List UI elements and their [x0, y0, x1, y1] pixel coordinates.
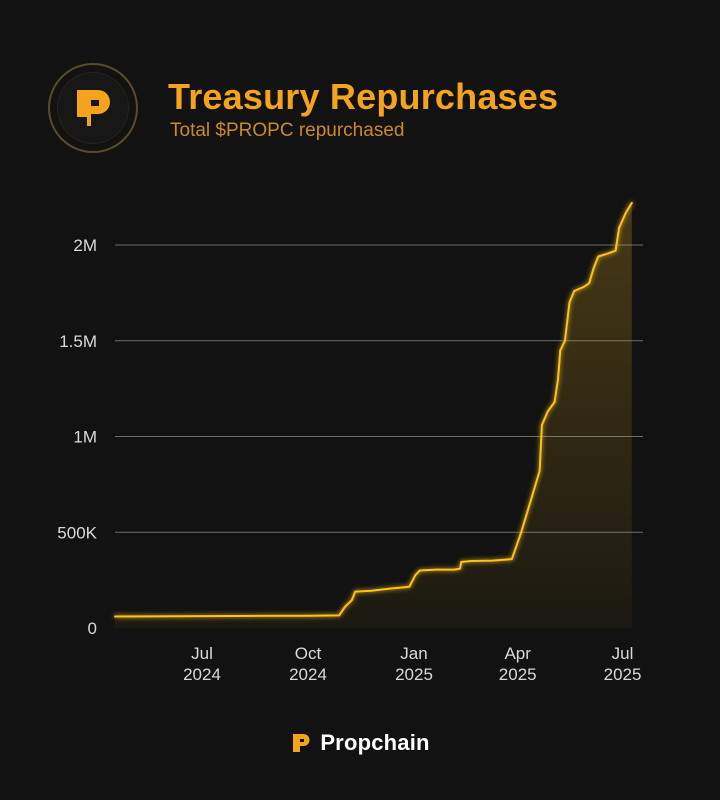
x-tick-year: 2024: [289, 665, 327, 684]
propchain-logo-icon: [77, 90, 110, 126]
logo-badge-inner: [57, 72, 129, 144]
logo-badge: [48, 63, 138, 153]
y-axis: 0 500K 1M 1.5M 2M: [57, 236, 97, 638]
x-tick-month: Jan: [400, 644, 427, 663]
x-tick-year: 2025: [499, 665, 537, 684]
footer: Propchain: [0, 730, 720, 756]
x-tick-month: Apr: [504, 644, 531, 663]
area-chart: 0 500K 1M 1.5M 2M Jul 2024 Oct 2024 Jan 2025 Apr 20…: [57, 201, 643, 684]
y-tick-label: 2M: [73, 236, 97, 255]
brand-name: Propchain: [320, 730, 430, 755]
chart-title: Treasury Repurchases: [168, 76, 559, 117]
series-area: [115, 202, 632, 628]
x-tick-year: 2025: [604, 665, 642, 684]
y-tick-label: 1M: [73, 428, 97, 447]
chart-subtitle: Total $PROPC repurchased: [170, 120, 405, 141]
series-line: [114, 201, 633, 618]
propchain-footer-logo-icon: [293, 734, 310, 752]
x-tick-month: Jul: [191, 644, 213, 663]
line-layer: [114, 201, 633, 618]
x-tick-month: Jul: [612, 644, 634, 663]
x-tick-year: 2024: [183, 665, 221, 684]
area-layer: [115, 202, 632, 628]
x-tick-year: 2025: [395, 665, 433, 684]
x-axis: Jul 2024 Oct 2024 Jan 2025 Apr 2025 Jul 2025: [183, 644, 641, 684]
y-tick-label: 1.5M: [59, 332, 97, 351]
x-tick-month: Oct: [295, 644, 322, 663]
y-tick-label: 500K: [57, 523, 97, 542]
y-tick-label: 0: [88, 619, 97, 638]
